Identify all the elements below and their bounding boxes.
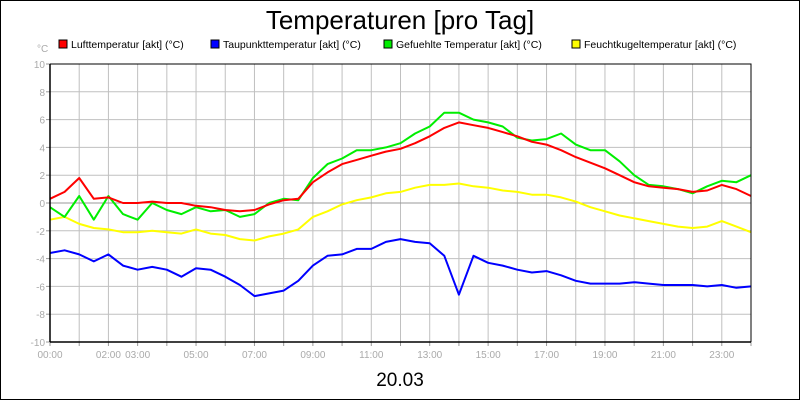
y-tick-label: 6 [39,116,45,127]
legend-label: Taupunkttemperatur [akt] (°C) [223,39,361,51]
y-tick-label: 4 [39,143,45,154]
legend-label: Lufttemperatur [akt] (°C) [71,39,184,51]
x-tick-label: 19:00 [592,350,617,361]
y-tick-label: -6 [36,282,45,293]
legend-label: Feuchtkugeltemperatur [akt] (°C) [584,39,736,51]
series-line-4 [49,182,752,242]
x-tick-label: 11:00 [359,350,384,361]
y-tick-label: -10 [31,338,46,349]
legend-label: Gefuehlte Temperatur [akt] (°C) [396,39,542,51]
series-line-2 [49,238,752,298]
y-tick-label: 8 [39,88,45,99]
y-tick-label: 2 [39,171,45,182]
x-tick-label: 15:00 [476,350,501,361]
x-tick-label: 03:00 [125,350,150,361]
y-tick-label: 0 [39,199,45,210]
x-tick-label: 09:00 [300,350,325,361]
x-tick-label: 13:00 [417,350,442,361]
x-tick-label: 17:00 [534,350,559,361]
y-tick-label: -2 [36,227,45,238]
legend-swatch [210,39,220,49]
chart-title: Temperaturen [pro Tag] [266,5,534,35]
series-line-1 [49,121,752,213]
y-axis-unit: °C [37,44,48,55]
legend-swatch [571,39,581,49]
x-tick-label: 00:00 [37,350,62,361]
y-tick-label: -8 [36,310,45,321]
plot-frame-top-right [50,63,752,342]
x-tick-label: 07:00 [242,350,267,361]
x-tick-label: 05:00 [184,350,209,361]
y-tick-label: -4 [36,255,45,266]
series-line-3 [49,111,752,221]
y-tick-label: 10 [34,60,46,71]
x-tick-label: 23:00 [709,350,734,361]
x-axis-date-label: 20.03 [376,370,424,391]
legend-swatch [383,39,393,49]
x-tick-label: 21:00 [651,350,676,361]
x-tick-label: 02:00 [96,350,121,361]
legend-swatch [58,39,68,49]
